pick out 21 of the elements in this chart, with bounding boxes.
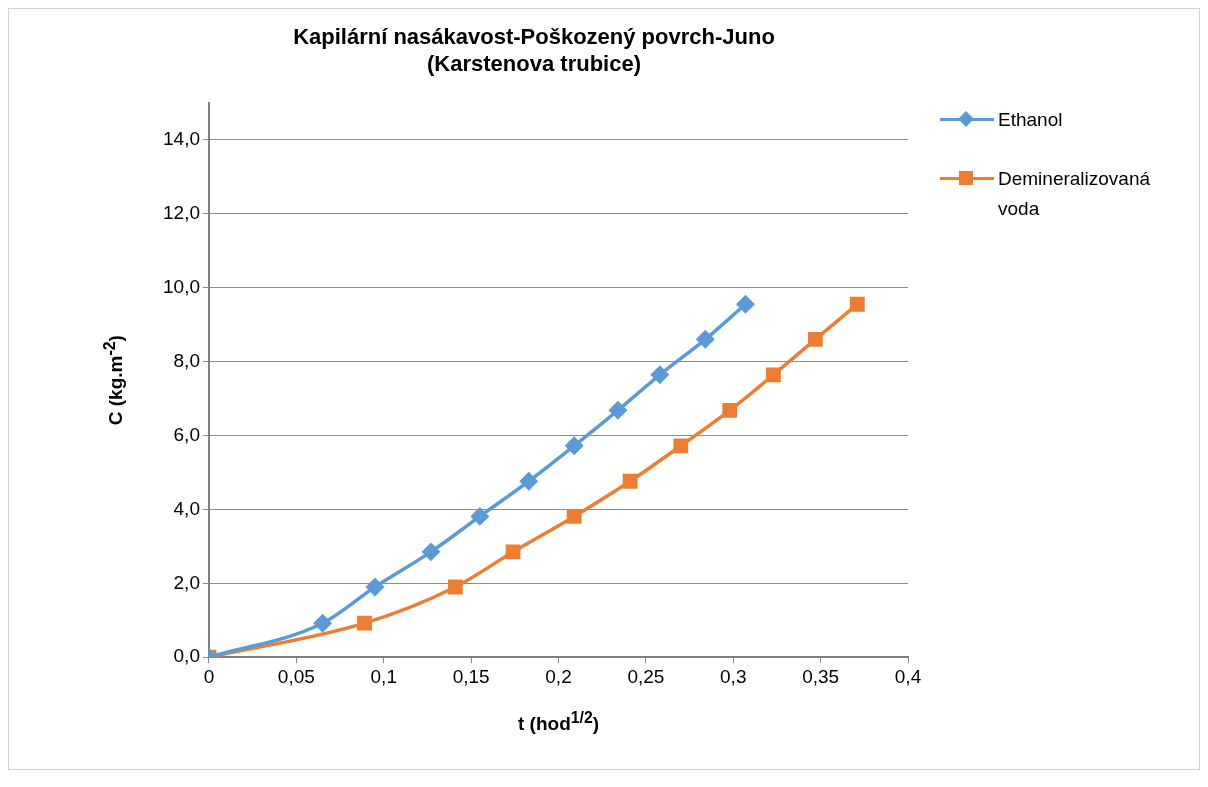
y-tick-label: 2,0 (173, 571, 200, 593)
x-tick-label: 0,15 (452, 665, 490, 687)
x-axis-title: t (hod$^{1/2}$) (517, 709, 600, 736)
x-tick-label: 0,4 (894, 665, 922, 687)
x-tick-label: 0,2 (545, 665, 572, 687)
x-tick-label: 0 (203, 665, 215, 687)
y-tick-label: 12,0 (163, 201, 200, 223)
chart-title: Kapilární nasákavost-Poškozený povrch-Juno (Karstenova trubice) (293, 24, 775, 76)
y-tick-label: 14,0 (163, 127, 200, 149)
x-tick-label: 0,3 (720, 665, 747, 687)
x-tick-label: 0,05 (277, 665, 315, 687)
legend-label: Ethanol (998, 107, 1064, 132)
x-tick-label: 0,1 (370, 665, 397, 687)
y-tick-label: 10,0 (163, 275, 200, 297)
y-tick-label: 6,0 (173, 423, 200, 445)
y-tick-label: 0,0 (173, 645, 200, 667)
x-tick-label: 0,25 (627, 665, 665, 687)
legend-label: Demineralizovaná voda (998, 166, 1152, 221)
x-tick-label: 0,35 (802, 665, 840, 687)
y-tick-label: 4,0 (173, 497, 200, 519)
y-tick-label: 8,0 (173, 349, 200, 371)
